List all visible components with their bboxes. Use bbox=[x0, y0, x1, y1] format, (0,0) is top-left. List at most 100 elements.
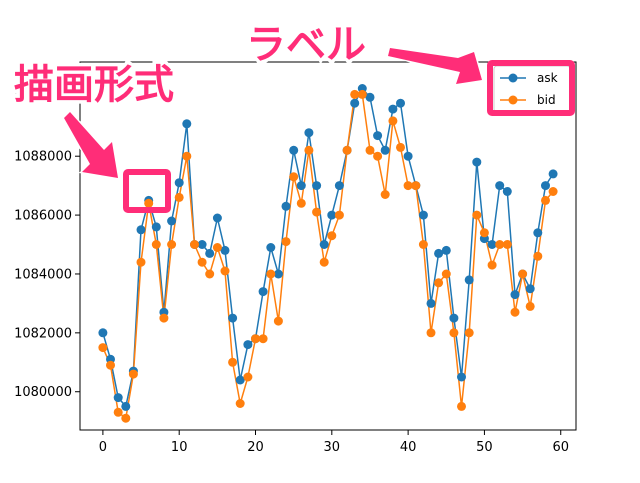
data-point-bid bbox=[243, 372, 253, 382]
data-point-bid bbox=[457, 401, 466, 411]
data-point-bid bbox=[296, 198, 306, 208]
legend-highlight-box bbox=[487, 60, 575, 116]
data-point-bid bbox=[510, 307, 520, 317]
data-point-bid bbox=[212, 243, 222, 252]
data-point-ask bbox=[533, 228, 543, 238]
data-point-bid bbox=[342, 145, 352, 155]
data-point-ask bbox=[449, 313, 459, 323]
data-point-ask bbox=[136, 225, 146, 235]
data-point-ask bbox=[388, 104, 398, 114]
x-tick-label: 20 bbox=[247, 440, 264, 455]
data-point-bid bbox=[373, 151, 383, 161]
data-point-bid bbox=[205, 269, 215, 279]
data-point-bid bbox=[533, 251, 543, 261]
data-point-bid bbox=[472, 210, 482, 220]
data-point-bid bbox=[357, 89, 367, 99]
data-point-bid bbox=[334, 210, 344, 220]
y-tick-label: 1082000 bbox=[14, 326, 72, 341]
data-point-bid bbox=[319, 257, 329, 267]
data-point-ask bbox=[525, 284, 535, 294]
legend-box bbox=[493, 65, 571, 113]
y-tick-label: 1084000 bbox=[14, 267, 72, 282]
x-tick-label: 10 bbox=[171, 440, 188, 455]
data-point-ask bbox=[441, 245, 451, 255]
plot-area bbox=[98, 84, 558, 423]
data-point-bid bbox=[380, 190, 390, 199]
x-tick-label: 0 bbox=[99, 440, 107, 455]
data-point-ask bbox=[350, 98, 360, 108]
legend: ask bid bbox=[493, 65, 571, 113]
data-point-bid bbox=[190, 240, 199, 249]
data-point-ask bbox=[98, 328, 108, 338]
data-point-ask bbox=[296, 181, 306, 191]
data-point-ask bbox=[197, 240, 207, 249]
data-point-bid bbox=[418, 240, 428, 249]
data-point-bid bbox=[403, 181, 413, 191]
data-point-ask bbox=[174, 178, 184, 188]
data-point-ask bbox=[273, 269, 283, 279]
legend-label-bid: bid bbox=[537, 93, 556, 107]
data-point-ask bbox=[541, 181, 550, 191]
data-point-bid bbox=[281, 237, 291, 247]
data-point-ask bbox=[121, 401, 131, 411]
data-point-bid bbox=[495, 240, 505, 249]
data-point-bid bbox=[388, 116, 398, 126]
data-point-ask bbox=[228, 313, 238, 323]
data-point-bid bbox=[182, 151, 192, 161]
data-point-bid bbox=[312, 207, 322, 217]
series-line-bid bbox=[102, 93, 554, 420]
data-point-ask bbox=[182, 119, 192, 129]
data-point-ask bbox=[487, 240, 497, 249]
data-point-ask bbox=[502, 187, 512, 196]
data-point-bid bbox=[98, 343, 108, 353]
y-tick-label: 1086000 bbox=[14, 209, 72, 224]
label-annotation-text: ラベル bbox=[246, 22, 366, 68]
data-point-ask bbox=[434, 248, 444, 258]
data-point-ask bbox=[113, 393, 123, 403]
data-point-bid bbox=[479, 228, 489, 238]
data-point-bid bbox=[548, 187, 558, 196]
y-tick-label: 1080000 bbox=[14, 385, 72, 400]
data-point-bid bbox=[106, 360, 115, 370]
data-point-ask bbox=[312, 181, 322, 191]
data-point-ask bbox=[510, 290, 520, 300]
data-point-bid bbox=[113, 407, 123, 417]
data-point-ask bbox=[319, 240, 329, 249]
data-point-ask bbox=[235, 375, 245, 385]
data-point-ask bbox=[258, 287, 268, 297]
arrow-to-legend-icon bbox=[386, 46, 484, 86]
data-point-bid bbox=[228, 357, 238, 367]
data-point-bid bbox=[396, 142, 405, 152]
data-point-bid bbox=[251, 334, 260, 344]
data-point-bid bbox=[136, 257, 146, 267]
x-tick-label: 50 bbox=[476, 440, 493, 455]
data-point-bid bbox=[197, 257, 207, 267]
data-point-bid bbox=[350, 89, 360, 99]
data-point-bid bbox=[304, 145, 314, 155]
data-point-ask bbox=[403, 151, 413, 161]
data-point-bid bbox=[502, 240, 512, 249]
x-tick-label: 30 bbox=[324, 440, 341, 455]
series-line-ask bbox=[102, 87, 554, 409]
data-point-bid bbox=[525, 301, 535, 311]
data-point-bid bbox=[426, 328, 436, 338]
data-point-ask bbox=[472, 157, 482, 167]
data-point-bid bbox=[365, 145, 375, 155]
data-point-ask bbox=[495, 181, 505, 191]
data-point-ask bbox=[457, 372, 466, 382]
marker-highlight-box bbox=[123, 169, 171, 213]
data-point-bid bbox=[411, 181, 421, 191]
data-point-ask bbox=[396, 98, 405, 108]
axes-frame bbox=[79, 61, 577, 431]
data-point-ask bbox=[304, 128, 314, 138]
legend-label-ask: ask bbox=[537, 71, 558, 85]
data-point-ask bbox=[212, 213, 222, 223]
data-point-bid bbox=[121, 413, 131, 423]
data-point-bid bbox=[159, 313, 169, 323]
data-point-bid bbox=[144, 198, 154, 208]
data-point-bid bbox=[464, 328, 474, 338]
data-point-ask bbox=[281, 201, 291, 211]
data-point-ask bbox=[327, 210, 337, 220]
y-axis: 1080000 1082000 1084000 1086000 1088000 10900… bbox=[14, 91, 80, 400]
